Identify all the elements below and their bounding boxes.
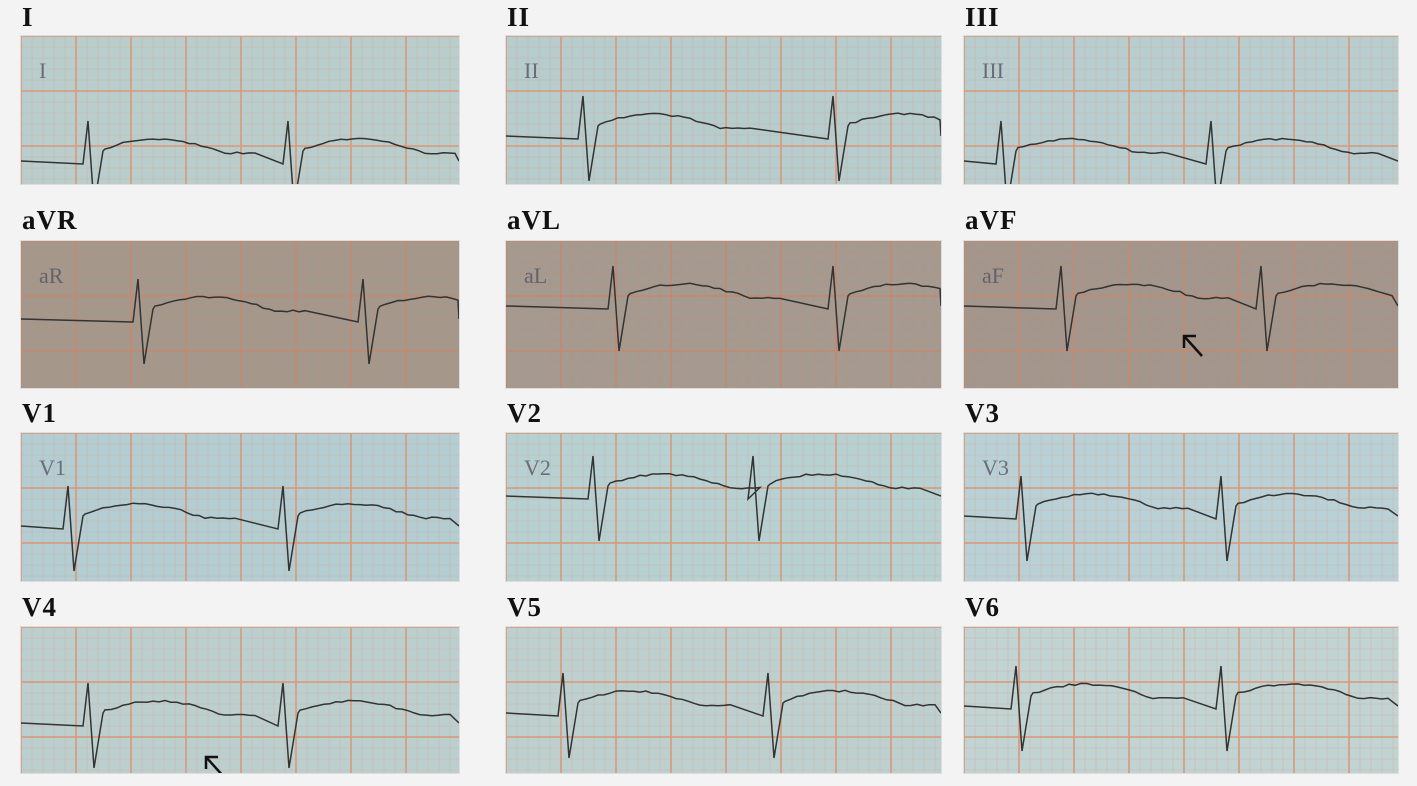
lead-label: V3 <box>965 398 1000 429</box>
ecg-grid: aR <box>21 241 459 388</box>
ecg-waveform <box>506 456 941 541</box>
ecg-waveform <box>964 121 1398 184</box>
handwritten-lead-mark: II <box>524 58 539 83</box>
ecg-strip: II <box>505 35 942 185</box>
ecg-waveform <box>506 673 941 758</box>
ecg-grid: aF <box>964 241 1398 388</box>
ecg-grid: V2 <box>506 433 941 581</box>
handwritten-lead-mark: V3 <box>982 455 1009 480</box>
ecg-strip: aL <box>505 240 942 389</box>
arrow-icon <box>1184 336 1202 356</box>
lead-label: V1 <box>22 398 57 429</box>
ecg-strip: III <box>963 35 1399 185</box>
lead-label: II <box>507 2 530 33</box>
handwritten-lead-mark: V2 <box>524 455 551 480</box>
handwritten-lead-mark: III <box>982 58 1004 83</box>
ecg-waveform <box>506 266 941 351</box>
ecg-strip <box>20 626 460 774</box>
ecg-waveform <box>21 683 459 768</box>
lead-label: V6 <box>965 592 1000 623</box>
ecg-strip: aF <box>963 240 1399 389</box>
lead-label: III <box>965 2 1000 33</box>
ecg-strip <box>505 626 942 774</box>
handwritten-lead-mark: aR <box>39 263 64 288</box>
lead-label: aVF <box>965 205 1018 236</box>
lead-label: V5 <box>507 592 542 623</box>
lead-label: aVR <box>22 205 78 236</box>
ecg-strip: V1 <box>20 432 460 582</box>
lead-label: V4 <box>22 592 57 623</box>
ecg-strip: V2 <box>505 432 942 582</box>
handwritten-lead-mark: V1 <box>39 455 66 480</box>
ecg-grid: V3 <box>964 433 1398 581</box>
ecg-grid: III <box>964 36 1398 184</box>
handwritten-lead-mark: I <box>39 58 46 83</box>
lead-label: aVL <box>507 205 561 236</box>
arrow-icon <box>206 757 224 773</box>
ecg-strip: V3 <box>963 432 1399 582</box>
ecg-waveform <box>964 666 1398 751</box>
handwritten-lead-mark: aF <box>982 263 1004 288</box>
ecg-grid: II <box>506 36 941 184</box>
ecg-grid: I <box>21 36 459 184</box>
handwritten-lead-mark: aL <box>524 263 547 288</box>
ecg-grid: aL <box>506 241 941 388</box>
ecg-grid: V1 <box>21 433 459 581</box>
lead-label: I <box>22 2 34 33</box>
ecg-grid <box>964 627 1398 773</box>
ecg-waveform <box>964 266 1398 351</box>
ecg-grid <box>21 627 459 773</box>
ecg-strip: aR <box>20 240 460 389</box>
ecg-grid <box>506 627 941 773</box>
lead-label: V2 <box>507 398 542 429</box>
ecg-waveform <box>21 121 459 184</box>
ecg-strip <box>963 626 1399 774</box>
ecg-strip: I <box>20 35 460 185</box>
